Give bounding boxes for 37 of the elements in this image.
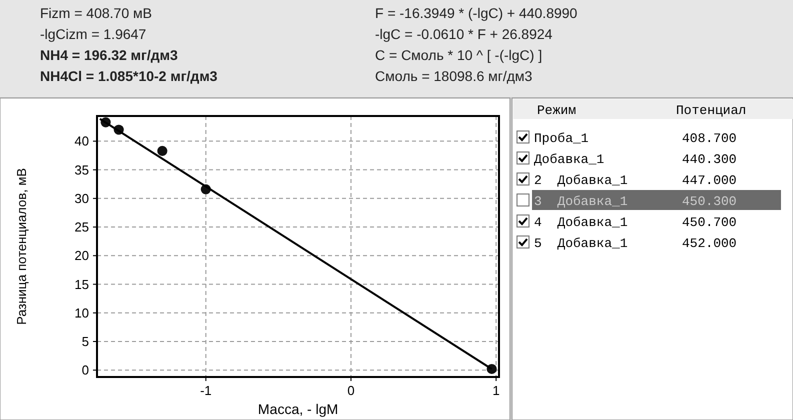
category-label: 4 Добавка_1 [534, 215, 628, 230]
x-tick-label: 0 [347, 383, 355, 398]
y-tick-label: 25 [74, 220, 89, 235]
text: 440.300 [682, 152, 737, 167]
text: Fizm = 408.70 мВ [40, 5, 152, 21]
y-tick-label: 30 [74, 190, 89, 206]
text: 450.300 [682, 194, 737, 209]
category-label: 5 Добавка_1 [534, 236, 628, 251]
text: C = Смоль * 10 ^ [ -(-lgC) ] [375, 47, 542, 63]
y-tick-label: 5 [82, 334, 89, 350]
text: 452.000 [682, 236, 737, 251]
y-tick-label: 35 [74, 162, 89, 178]
category-label: 2 Добавка_1 [534, 173, 628, 188]
x-tick-label: -1 [200, 383, 212, 398]
text: 447.000 [682, 173, 737, 188]
x-tick-label: 1 [492, 383, 500, 398]
text: Потенциал [676, 103, 746, 118]
y-tick-label: 20 [74, 248, 89, 264]
point [157, 146, 168, 156]
text: 450.700 [682, 215, 737, 230]
y-axis-title: Разница потенциалов, мВ [14, 168, 29, 325]
text: -lgC = -0.0610 * F + 26.8924 [375, 26, 553, 42]
text: F = -16.3949 * (-lgC) + 440.8990 [375, 5, 578, 21]
text: NH4 = 196.32 мг/дм3 [40, 47, 178, 63]
text: 408.700 [682, 131, 737, 146]
category-label: Добавка_1 [534, 152, 604, 167]
text: NH4Cl = 1.085*10-2 мг/дм3 [40, 68, 218, 84]
y-tick-label: 40 [74, 134, 89, 149]
x-axis-title: Масса, - lgM [258, 401, 338, 417]
y-tick-label: 10 [74, 305, 89, 320]
category-label: Проба_1 [534, 131, 589, 146]
text: Режим [537, 103, 576, 118]
text: -lgCizm = 1.9647 [40, 26, 146, 42]
y-tick-label: 15 [74, 276, 89, 292]
category-label: 3 Добавка_1 [534, 194, 628, 209]
text: Смоль = 18098.6 мг/дм3 [375, 68, 533, 84]
y-tick-label: 0 [82, 362, 89, 378]
